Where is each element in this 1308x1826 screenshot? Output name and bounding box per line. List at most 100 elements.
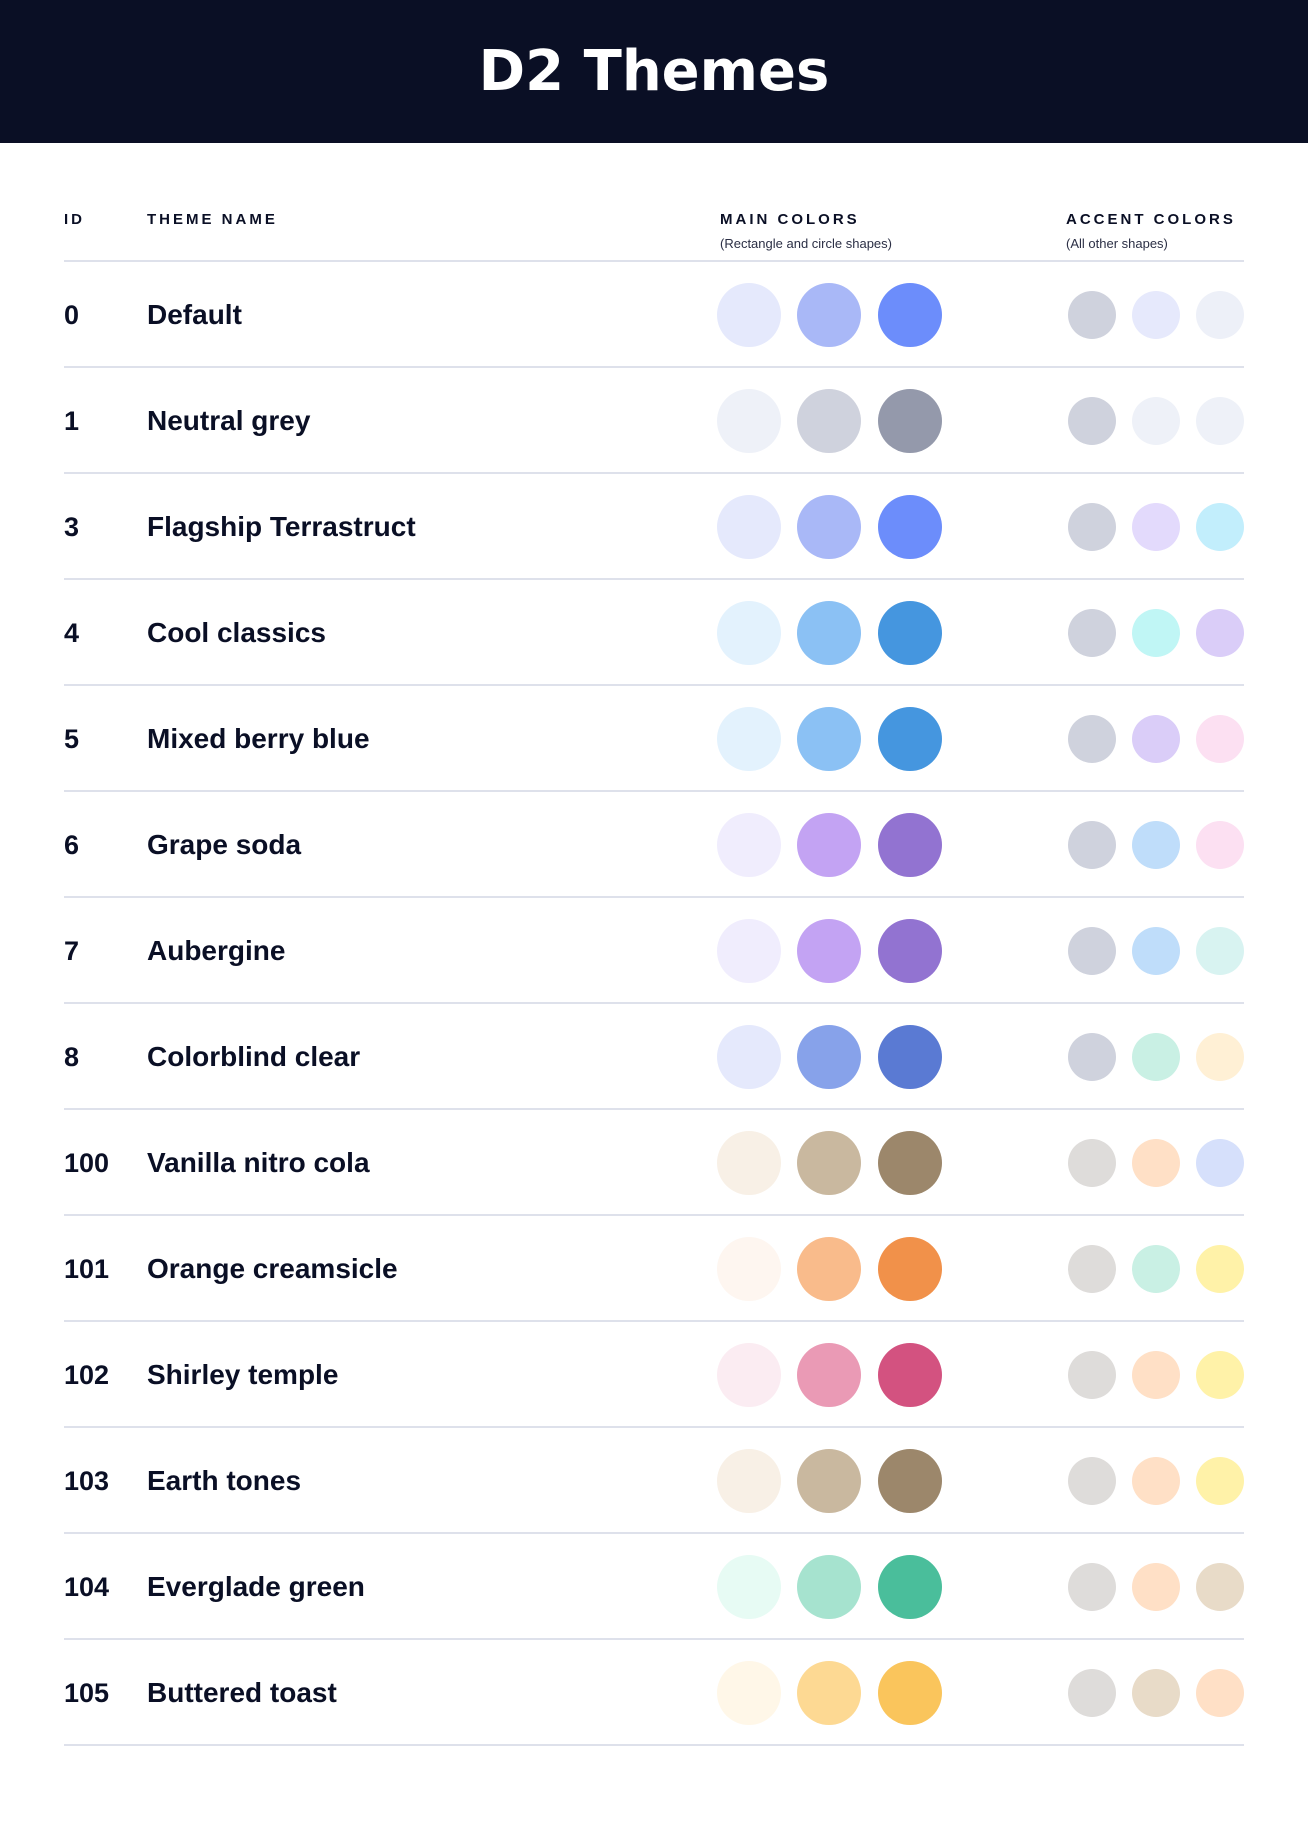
- row-divider: [64, 1108, 1244, 1110]
- accent-color-swatch: [1196, 397, 1244, 445]
- accent-color-swatch: [1196, 1669, 1244, 1717]
- accent-color-swatch: [1068, 927, 1116, 975]
- accent-color-swatch: [1132, 609, 1180, 657]
- accent-color-swatch: [1132, 821, 1180, 869]
- row-divider: [64, 578, 1244, 580]
- theme-name: Cool classics: [147, 617, 326, 648]
- theme-row: 3 Flagship Terrastruct: [0, 474, 1308, 580]
- main-color-swatch: [717, 389, 781, 453]
- column-header-accent-colors: ACCENT COLORS: [1066, 211, 1236, 228]
- accent-color-swatch: [1068, 1033, 1116, 1081]
- main-color-swatch: [797, 1555, 861, 1619]
- row-divider: [64, 472, 1244, 474]
- main-color-swatch: [878, 389, 942, 453]
- main-color-swatch: [797, 283, 861, 347]
- theme-id: 4: [64, 618, 80, 648]
- theme-name: Mixed berry blue: [147, 723, 370, 754]
- accent-color-swatch: [1132, 1245, 1180, 1293]
- accent-color-swatch: [1196, 1457, 1244, 1505]
- accent-color-swatch: [1068, 1245, 1116, 1293]
- accent-color-swatch: [1196, 291, 1244, 339]
- row-divider: [64, 1214, 1244, 1216]
- accent-color-swatch: [1132, 503, 1180, 551]
- main-color-swatch: [797, 1449, 861, 1513]
- theme-name: Orange creamsicle: [147, 1253, 398, 1284]
- accent-color-swatch: [1132, 927, 1180, 975]
- accent-color-swatch: [1132, 1351, 1180, 1399]
- theme-row: 0 Default: [0, 262, 1308, 368]
- page-header: D2 Themes: [0, 0, 1308, 143]
- theme-id: 100: [64, 1148, 110, 1178]
- accent-color-swatch: [1196, 1245, 1244, 1293]
- main-color-swatch: [878, 707, 942, 771]
- accent-color-swatch: [1068, 1457, 1116, 1505]
- main-color-swatch: [797, 601, 861, 665]
- main-color-swatch: [717, 1449, 781, 1513]
- theme-id: 8: [64, 1042, 80, 1072]
- theme-row: 6 Grape soda: [0, 792, 1308, 898]
- main-color-swatch: [878, 1025, 942, 1089]
- theme-row: 103 Earth tones: [0, 1428, 1308, 1534]
- theme-id: 6: [64, 830, 80, 860]
- accent-color-swatch: [1196, 609, 1244, 657]
- accent-color-swatch: [1196, 1139, 1244, 1187]
- theme-id: 103: [64, 1466, 110, 1496]
- theme-row: 100 Vanilla nitro cola: [0, 1110, 1308, 1216]
- main-color-swatch: [717, 813, 781, 877]
- accent-color-swatch: [1132, 291, 1180, 339]
- theme-id: 1: [64, 406, 80, 436]
- theme-row: 5 Mixed berry blue: [0, 686, 1308, 792]
- row-divider: [64, 366, 1244, 368]
- theme-row: 105 Buttered toast: [0, 1640, 1308, 1746]
- main-color-swatch: [878, 919, 942, 983]
- main-color-swatch: [797, 1237, 861, 1301]
- theme-name: Buttered toast: [147, 1677, 337, 1708]
- main-color-swatch: [797, 495, 861, 559]
- theme-row: 101 Orange creamsicle: [0, 1216, 1308, 1322]
- column-header-main-colors: MAIN COLORS: [720, 211, 860, 228]
- accent-color-swatch: [1132, 1033, 1180, 1081]
- theme-row: 1 Neutral grey: [0, 368, 1308, 474]
- theme-row: 4 Cool classics: [0, 580, 1308, 686]
- theme-id: 0: [64, 300, 80, 330]
- theme-id: 104: [64, 1572, 110, 1602]
- theme-row: 104 Everglade green: [0, 1534, 1308, 1640]
- main-color-swatch: [878, 1555, 942, 1619]
- row-divider: [64, 1744, 1244, 1746]
- row-divider: [64, 1426, 1244, 1428]
- main-color-swatch: [878, 283, 942, 347]
- main-color-swatch: [878, 1131, 942, 1195]
- main-color-swatch: [717, 1131, 781, 1195]
- accent-color-swatch: [1068, 503, 1116, 551]
- main-color-swatch: [878, 1237, 942, 1301]
- accent-color-swatch: [1196, 1563, 1244, 1611]
- accent-color-swatch: [1068, 1563, 1116, 1611]
- accent-color-swatch: [1196, 927, 1244, 975]
- row-divider: [64, 1532, 1244, 1534]
- main-color-swatch: [797, 1661, 861, 1725]
- accent-color-swatch: [1068, 397, 1116, 445]
- theme-name: Vanilla nitro cola: [147, 1147, 370, 1178]
- theme-id: 101: [64, 1254, 110, 1284]
- accent-color-swatch: [1196, 503, 1244, 551]
- theme-name: Colorblind clear: [147, 1041, 361, 1072]
- main-color-swatch: [717, 1661, 781, 1725]
- main-color-swatch: [717, 1237, 781, 1301]
- theme-row: 102 Shirley temple: [0, 1322, 1308, 1428]
- row-divider: [64, 790, 1244, 792]
- main-color-swatch: [717, 283, 781, 347]
- main-color-swatch: [717, 601, 781, 665]
- page-title: D2 Themes: [478, 39, 830, 104]
- theme-id: 105: [64, 1678, 110, 1708]
- accent-color-swatch: [1196, 715, 1244, 763]
- main-color-swatch: [797, 389, 861, 453]
- column-header-theme-name: THEME NAME: [147, 211, 278, 228]
- accent-color-swatch: [1068, 291, 1116, 339]
- accent-color-swatch: [1196, 1033, 1244, 1081]
- row-divider: [64, 896, 1244, 898]
- main-color-swatch: [878, 1449, 942, 1513]
- theme-row: 7 Aubergine: [0, 898, 1308, 1004]
- theme-id: 7: [64, 936, 80, 966]
- accent-color-swatch: [1132, 397, 1180, 445]
- row-divider: [64, 1320, 1244, 1322]
